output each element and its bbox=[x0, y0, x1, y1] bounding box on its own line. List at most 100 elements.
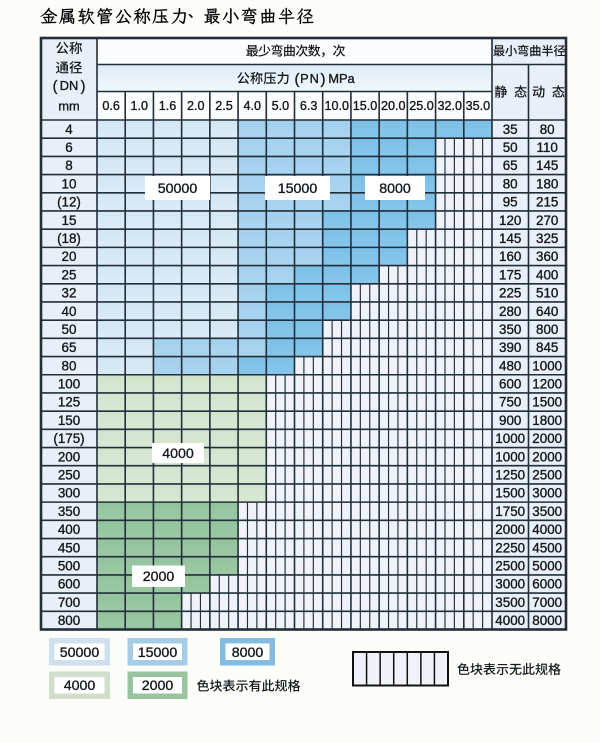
svg-text:350: 350 bbox=[58, 504, 80, 519]
svg-text:35: 35 bbox=[503, 122, 518, 137]
svg-text:20: 20 bbox=[62, 249, 77, 264]
svg-text:180: 180 bbox=[536, 176, 558, 191]
svg-text:40: 40 bbox=[62, 304, 77, 319]
svg-text:270: 270 bbox=[536, 213, 558, 228]
svg-text:640: 640 bbox=[536, 304, 558, 319]
svg-text:10.0: 10.0 bbox=[325, 99, 350, 113]
svg-text:150: 150 bbox=[58, 413, 80, 428]
svg-text:15000: 15000 bbox=[138, 645, 178, 661]
svg-text:2250: 2250 bbox=[495, 540, 525, 555]
svg-text:80: 80 bbox=[62, 358, 77, 373]
svg-text:1000: 1000 bbox=[495, 431, 525, 446]
svg-text:50: 50 bbox=[503, 140, 518, 155]
svg-text:3500: 3500 bbox=[495, 595, 525, 610]
svg-text:200: 200 bbox=[58, 449, 80, 464]
svg-text:2000: 2000 bbox=[143, 569, 175, 585]
svg-text:145: 145 bbox=[536, 158, 558, 173]
svg-text:800: 800 bbox=[536, 322, 558, 337]
svg-text:400: 400 bbox=[58, 522, 80, 537]
svg-text:4500: 4500 bbox=[532, 540, 562, 555]
svg-text:(175): (175) bbox=[53, 431, 84, 446]
svg-text:10: 10 bbox=[62, 176, 77, 191]
svg-text:2000: 2000 bbox=[495, 522, 525, 537]
svg-text:600: 600 bbox=[499, 377, 521, 392]
svg-text:4000: 4000 bbox=[495, 613, 525, 628]
svg-text:110: 110 bbox=[537, 140, 558, 155]
svg-text:35.0: 35.0 bbox=[466, 99, 491, 113]
svg-text:15.0: 15.0 bbox=[353, 99, 378, 113]
svg-text:250: 250 bbox=[58, 468, 80, 483]
svg-text:4.0: 4.0 bbox=[243, 99, 261, 113]
svg-text:32.0: 32.0 bbox=[437, 99, 462, 113]
svg-text:225: 225 bbox=[499, 286, 521, 301]
svg-text:7000: 7000 bbox=[532, 595, 562, 610]
svg-text:3000: 3000 bbox=[532, 486, 562, 501]
svg-text:4000: 4000 bbox=[532, 522, 562, 537]
svg-text:65: 65 bbox=[503, 158, 518, 173]
svg-text:32: 32 bbox=[62, 286, 77, 301]
svg-text:25.0: 25.0 bbox=[409, 99, 434, 113]
svg-text:(: ( bbox=[295, 71, 300, 88]
svg-text:): ) bbox=[81, 79, 86, 95]
svg-text:2500: 2500 bbox=[532, 468, 562, 483]
svg-text:400: 400 bbox=[536, 267, 558, 282]
svg-text:80: 80 bbox=[540, 122, 555, 137]
svg-text:1.0: 1.0 bbox=[131, 99, 149, 113]
svg-text:(18): (18) bbox=[57, 231, 81, 246]
svg-text:125: 125 bbox=[58, 395, 80, 410]
svg-text:80: 80 bbox=[503, 176, 518, 191]
svg-text:15: 15 bbox=[62, 213, 77, 228]
svg-text:1250: 1250 bbox=[495, 468, 525, 483]
svg-text:95: 95 bbox=[503, 195, 518, 210]
svg-text:160: 160 bbox=[499, 249, 521, 264]
svg-text:2000: 2000 bbox=[532, 431, 562, 446]
svg-text:15000: 15000 bbox=[278, 181, 318, 197]
svg-text:6.3: 6.3 bbox=[300, 99, 318, 113]
svg-text:4: 4 bbox=[65, 122, 73, 137]
svg-text:1000: 1000 bbox=[495, 449, 525, 464]
svg-text:0.6: 0.6 bbox=[102, 99, 120, 113]
svg-text:50: 50 bbox=[62, 322, 77, 337]
svg-text:845: 845 bbox=[536, 340, 558, 355]
svg-text:1000: 1000 bbox=[532, 358, 562, 373]
svg-text:2.0: 2.0 bbox=[187, 99, 205, 113]
svg-text:700: 700 bbox=[58, 595, 80, 610]
svg-text:480: 480 bbox=[499, 358, 521, 373]
svg-text:mm: mm bbox=[58, 99, 79, 114]
svg-text:8000: 8000 bbox=[532, 613, 562, 628]
svg-text:8: 8 bbox=[65, 158, 72, 173]
svg-text:510: 510 bbox=[536, 286, 558, 301]
svg-text:5.0: 5.0 bbox=[272, 99, 290, 113]
svg-text:325: 325 bbox=[536, 231, 558, 246]
svg-text:8000: 8000 bbox=[232, 645, 264, 661]
svg-text:350: 350 bbox=[499, 322, 521, 337]
svg-text:25: 25 bbox=[62, 267, 77, 282]
svg-text:100: 100 bbox=[58, 377, 80, 392]
svg-text:MPa: MPa bbox=[328, 71, 355, 86]
svg-text:1750: 1750 bbox=[495, 504, 525, 519]
svg-text:1500: 1500 bbox=[495, 486, 525, 501]
svg-text:6000: 6000 bbox=[532, 577, 562, 592]
svg-text:360: 360 bbox=[536, 249, 558, 264]
svg-text:900: 900 bbox=[499, 413, 521, 428]
svg-text:DN: DN bbox=[60, 78, 78, 93]
svg-text:4000: 4000 bbox=[64, 678, 96, 694]
svg-text:4000: 4000 bbox=[162, 446, 194, 462]
svg-text:1.6: 1.6 bbox=[159, 99, 177, 113]
svg-text:500: 500 bbox=[58, 559, 80, 574]
svg-text:280: 280 bbox=[499, 304, 521, 319]
svg-text:1500: 1500 bbox=[532, 395, 562, 410]
svg-text:215: 215 bbox=[536, 195, 558, 210]
svg-text:PN: PN bbox=[300, 71, 320, 86]
svg-text:800: 800 bbox=[58, 613, 80, 628]
svg-text:300: 300 bbox=[58, 486, 80, 501]
svg-text:2.5: 2.5 bbox=[215, 99, 233, 113]
svg-text:120: 120 bbox=[499, 213, 521, 228]
svg-text:8000: 8000 bbox=[379, 181, 411, 197]
svg-text:5000: 5000 bbox=[532, 559, 562, 574]
svg-text:1800: 1800 bbox=[532, 413, 562, 428]
svg-text:175: 175 bbox=[499, 267, 521, 282]
svg-text:600: 600 bbox=[58, 577, 80, 592]
svg-text:65: 65 bbox=[62, 340, 77, 355]
svg-text:): ) bbox=[321, 71, 326, 88]
